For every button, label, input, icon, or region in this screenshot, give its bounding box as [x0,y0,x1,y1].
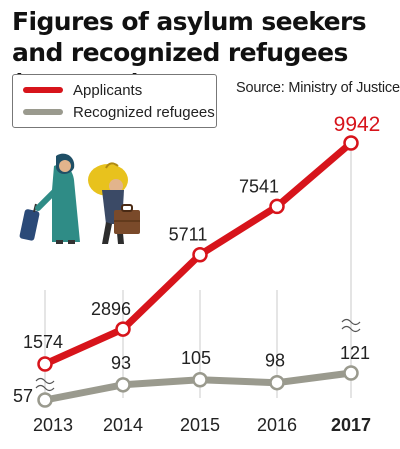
recognized-point-2017 [343,365,359,381]
chart-title-line1: Figures of asylum seekers [12,7,367,36]
applicants-point-2013 [37,356,53,372]
recognized-point-2014 [115,377,131,393]
x-tick-2017: 2017 [331,415,371,435]
axis-break-mark [35,384,55,392]
x-tick-2013: 2013 [33,415,73,435]
applicants-label-2014: 2896 [91,299,131,319]
legend-item-recognized: Recognized refugees [13,100,215,124]
woman-with-suitcase-icon [19,153,80,244]
data-labels: 1574 2896 5711 7541 9942 57 93 105 98 121 [13,113,380,406]
x-tick-2016: 2016 [257,415,297,435]
applicants-point-2017 [343,135,359,151]
legend-swatch-recognized [23,109,63,115]
legend-label-recognized: Recognized refugees [73,103,215,121]
x-tick-2015: 2015 [180,415,220,435]
x-tick-labels: 2013 2014 2015 2016 2017 [33,415,371,435]
recognized-point-2016 [269,374,285,391]
applicants-label-2017: 9942 [334,113,381,136]
applicants-label-2015: 5711 [169,225,208,245]
legend-swatch-applicants [23,87,63,93]
recognized-point-2015 [192,372,208,388]
axis-break-mark [35,377,55,385]
axis-break-layer [35,318,361,392]
legend-label-applicants: Applicants [73,81,143,99]
recognized-label-2017: 121 [340,343,370,363]
recognized-label-2016: 98 [265,351,285,371]
applicants-point-2016 [269,198,285,215]
x-tick-2014: 2014 [103,415,143,435]
applicants-point-2014 [115,321,131,337]
axis-break-mark [341,325,361,333]
recognized-label-2013: 57 [13,386,33,406]
recognized-point-2013 [37,392,53,408]
recognized-label-2014: 93 [111,353,131,373]
source-note: Source: Ministry of Justice [236,80,400,96]
series-points [37,135,359,408]
legend: Applicants Recognized refugees [12,74,217,128]
applicants-point-2015 [192,246,208,263]
applicants-label-2013: 1574 [23,332,63,352]
applicants-label-2016: 7541 [239,176,279,196]
man-carrying-bag-icon [88,162,140,244]
recognized-label-2015: 105 [181,348,211,368]
chart-title: Figures of asylum seekers and recognized… [12,6,392,99]
axis-break-mark [341,318,361,326]
legend-item-applicants: Applicants [13,78,142,102]
